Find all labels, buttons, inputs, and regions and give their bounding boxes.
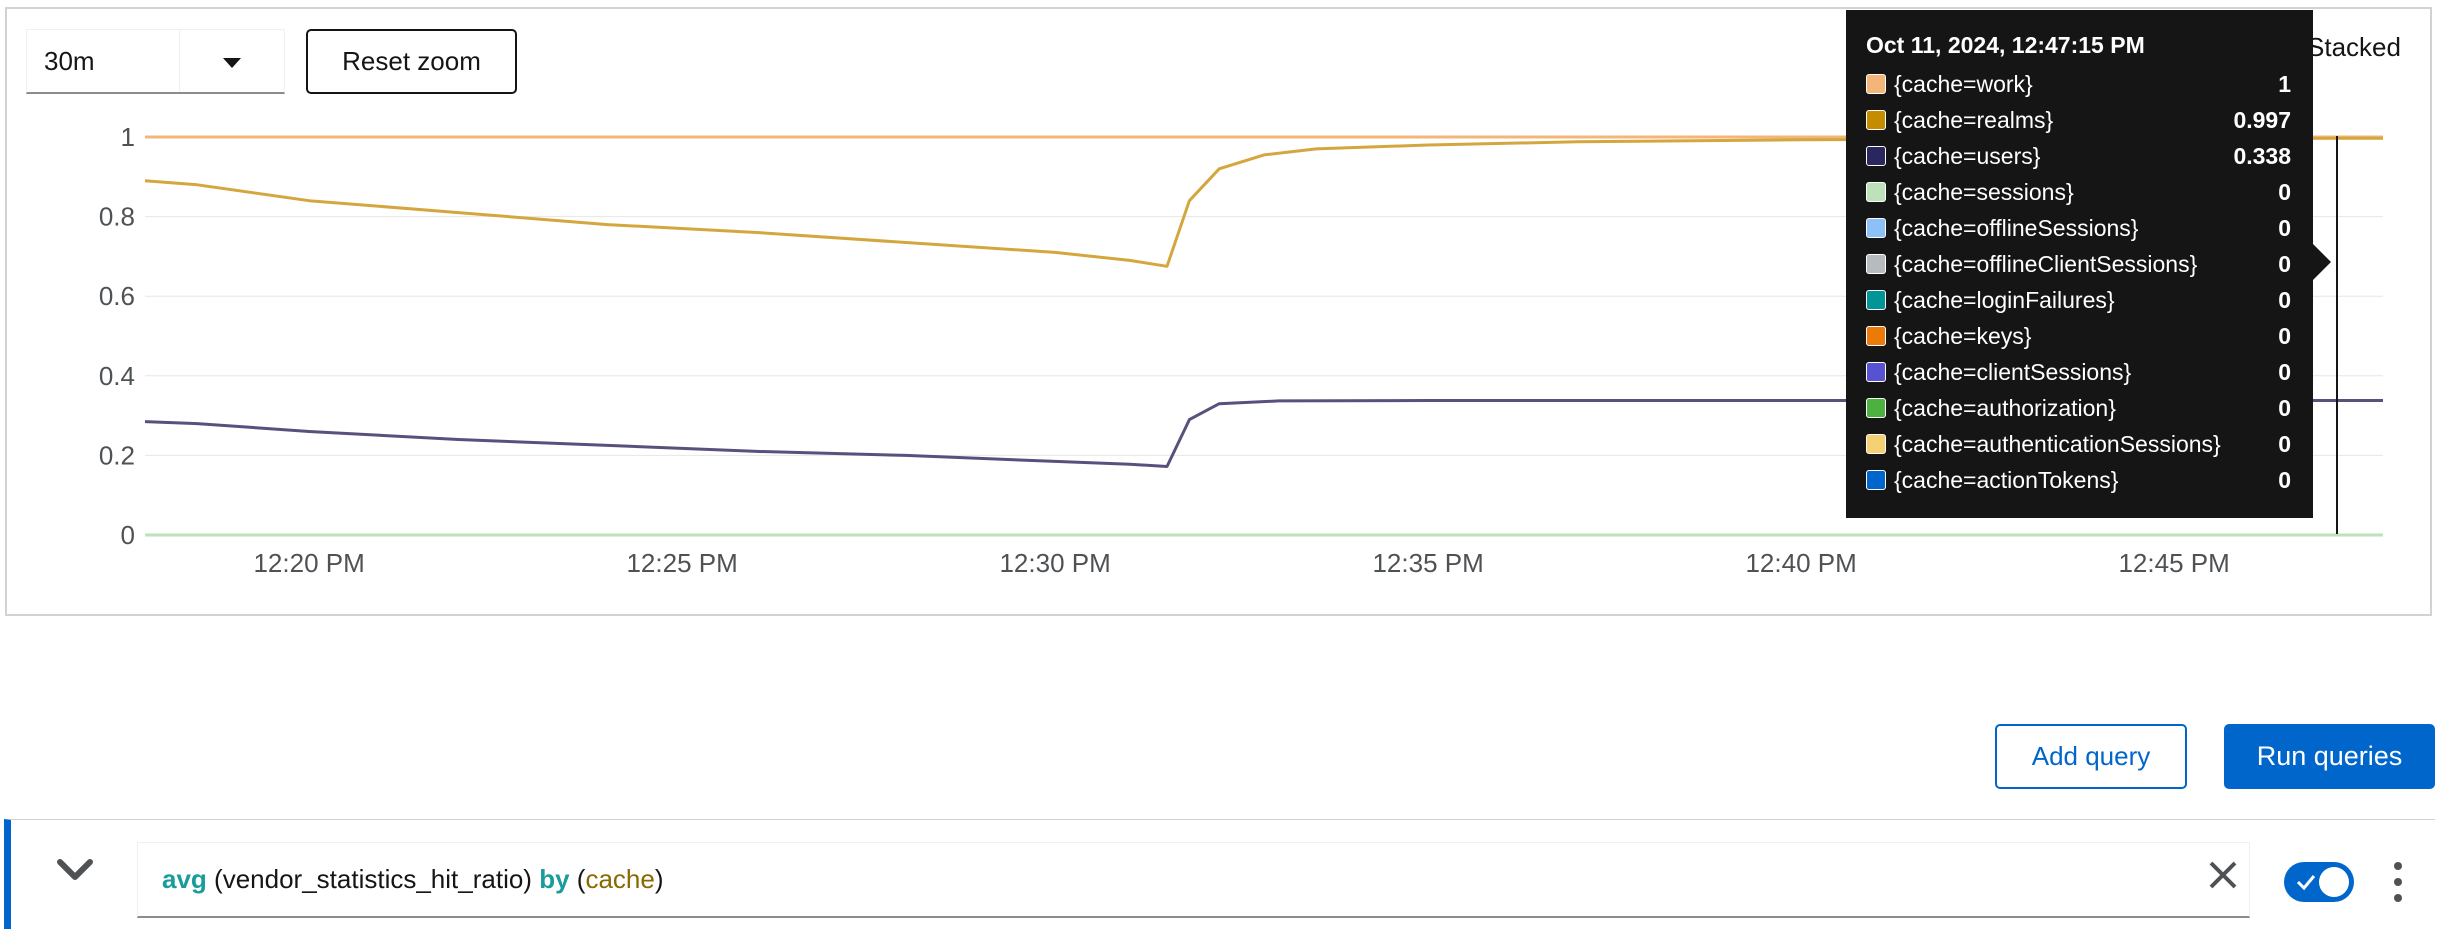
- query-row: avg (vendor_statistics_hit_ratio) by (ca…: [4, 819, 2435, 929]
- legend-swatch: [1866, 110, 1886, 130]
- clear-icon[interactable]: [2206, 858, 2240, 892]
- caret-down-icon: [223, 58, 241, 68]
- legend-swatch: [1866, 254, 1886, 274]
- tooltip-series-name: {cache=loginFailures}: [1894, 286, 2115, 313]
- tooltip-series-value: 0: [2278, 286, 2291, 313]
- reset-zoom-button[interactable]: Reset zoom: [306, 29, 517, 94]
- query-open-paren: (: [576, 864, 586, 894]
- tooltip-row: {cache=offlineClientSessions} 0: [1866, 246, 2291, 282]
- tooltip-timestamp: Oct 11, 2024, 12:47:15 PM: [1866, 32, 2145, 58]
- tooltip-row: {cache=clientSessions} 0: [1866, 354, 2291, 390]
- x-tick-label: 12:45 PM: [2118, 548, 2229, 578]
- tooltip-row: {cache=sessions} 0: [1866, 174, 2291, 210]
- legend-swatch: [1866, 398, 1886, 418]
- y-tick-label: 0.6: [99, 281, 135, 311]
- tooltip-row: {cache=users} 0.338: [1866, 138, 2291, 174]
- tooltip-series-value: 0: [2278, 358, 2291, 385]
- legend-swatch: [1866, 182, 1886, 202]
- y-tick-label: 0.2: [99, 440, 135, 470]
- legend-swatch: [1866, 362, 1886, 382]
- legend-swatch: [1866, 326, 1886, 346]
- tooltip-row: {cache=work} 1: [1866, 66, 2291, 102]
- tooltip-series-value: 0: [2278, 178, 2291, 205]
- legend-swatch: [1866, 74, 1886, 94]
- legend-swatch: [1866, 146, 1886, 166]
- tooltip-series-value: 0.997: [2233, 106, 2291, 133]
- run-queries-button[interactable]: Run queries: [2224, 724, 2435, 789]
- stacked-toggle-label[interactable]: Stacked: [2307, 32, 2401, 62]
- y-tick-label: 0: [121, 520, 135, 550]
- tooltip-series-name: {cache=authorization}: [1894, 394, 2116, 421]
- series-line: [144, 136, 2383, 268]
- query-label: cache: [585, 864, 655, 894]
- legend-swatch: [1866, 218, 1886, 238]
- tooltip-series-name: {cache=users}: [1894, 142, 2041, 169]
- tooltip-series-name: {cache=authenticationSessions}: [1894, 430, 2221, 457]
- tooltip-series-name: {cache=sessions}: [1894, 178, 2074, 205]
- query-function: avg: [162, 864, 207, 894]
- tooltip-series-value: 0: [2278, 214, 2291, 241]
- tooltip-series-value: 0: [2278, 322, 2291, 349]
- query-enabled-switch[interactable]: [2284, 862, 2354, 902]
- chevron-down-icon[interactable]: [55, 850, 95, 890]
- time-range-value[interactable]: 30m: [44, 46, 95, 76]
- x-tick-label: 12:35 PM: [1372, 548, 1483, 578]
- tooltip-series-name: {cache=keys}: [1894, 322, 2032, 349]
- x-tick-label: 12:25 PM: [626, 548, 737, 578]
- tooltip-series-name: {cache=offlineClientSessions}: [1894, 250, 2198, 277]
- tooltip-series-name: {cache=actionTokens}: [1894, 466, 2119, 493]
- tooltip-row: {cache=realms} 0.997: [1866, 102, 2291, 138]
- tooltip-arrow: [2313, 244, 2331, 280]
- tooltip-row: {cache=loginFailures} 0: [1866, 282, 2291, 318]
- x-tick-label: 12:30 PM: [999, 548, 1110, 578]
- tooltip-series-name: {cache=realms}: [1894, 106, 2054, 133]
- legend-swatch: [1866, 434, 1886, 454]
- x-tick-label: 12:40 PM: [1745, 548, 1856, 578]
- query-expression-input[interactable]: avg (vendor_statistics_hit_ratio) by (ca…: [137, 842, 2250, 918]
- y-tick-label: 1: [121, 122, 135, 152]
- tooltip-series-value: 1: [2278, 70, 2291, 97]
- tooltip-series-value: 0: [2278, 394, 2291, 421]
- query-close-paren: ): [654, 864, 664, 894]
- query-by-keyword: by: [539, 864, 570, 894]
- tooltip-row: {cache=actionTokens} 0: [1866, 462, 2291, 498]
- chart-tooltip: Oct 11, 2024, 12:47:15 PM {cache=work} 1{…: [1846, 10, 2313, 518]
- tooltip-series-name: {cache=work}: [1894, 70, 2033, 97]
- tooltip-series-name: {cache=offlineSessions}: [1894, 214, 2139, 241]
- series-line: [144, 399, 2383, 468]
- x-tick-label: 12:20 PM: [253, 548, 364, 578]
- tooltip-row: {cache=offlineSessions} 0: [1866, 210, 2291, 246]
- tooltip-series-value: 0: [2278, 430, 2291, 457]
- legend-swatch: [1866, 290, 1886, 310]
- tooltip-row: {cache=authenticationSessions} 0: [1866, 426, 2291, 462]
- legend-swatch: [1866, 470, 1886, 490]
- y-tick-label: 0.4: [99, 361, 135, 391]
- tooltip-series-value: 0.338: [2233, 142, 2291, 169]
- tooltip-series-value: 0: [2278, 250, 2291, 277]
- tooltip-series-name: {cache=clientSessions}: [1894, 358, 2132, 385]
- hover-cursor-line: [2336, 136, 2338, 534]
- kebab-menu-icon[interactable]: [2386, 858, 2410, 906]
- y-tick-label: 0.8: [99, 202, 135, 232]
- tooltip-row: {cache=authorization} 0: [1866, 390, 2291, 426]
- add-query-button[interactable]: Add query: [1995, 724, 2187, 789]
- tooltip-row: {cache=keys} 0: [1866, 318, 2291, 354]
- query-metric: (vendor_statistics_hit_ratio): [214, 864, 532, 894]
- time-range-select[interactable]: 30m: [26, 29, 285, 94]
- tooltip-series-value: 0: [2278, 466, 2291, 493]
- check-icon: [2296, 875, 2316, 891]
- switch-knob: [2319, 867, 2349, 897]
- time-range-toggle[interactable]: [179, 30, 284, 92]
